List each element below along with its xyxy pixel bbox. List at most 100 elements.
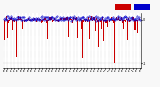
Bar xyxy=(52,20,53,22)
Bar xyxy=(69,18,70,20)
Bar xyxy=(96,18,97,20)
Bar xyxy=(43,19,44,20)
Bar xyxy=(20,17,21,20)
Bar xyxy=(76,17,77,20)
Bar xyxy=(100,20,101,22)
Bar xyxy=(129,20,130,22)
Bar xyxy=(21,19,22,20)
Bar xyxy=(103,20,104,23)
Bar xyxy=(77,20,78,38)
Bar xyxy=(17,19,18,20)
Bar xyxy=(10,18,11,20)
Bar xyxy=(124,20,125,21)
Bar xyxy=(65,17,66,20)
Bar xyxy=(4,20,5,40)
Bar xyxy=(72,20,73,23)
Bar xyxy=(114,20,115,63)
Bar xyxy=(106,20,107,23)
Bar xyxy=(88,17,89,20)
Bar xyxy=(127,19,128,20)
Bar xyxy=(120,20,121,21)
Bar xyxy=(119,20,120,21)
Bar xyxy=(24,20,25,22)
Bar xyxy=(75,18,76,20)
Bar xyxy=(12,20,13,30)
Bar xyxy=(91,16,92,20)
Bar xyxy=(105,20,106,23)
Bar xyxy=(28,18,29,20)
Bar xyxy=(137,20,138,33)
Bar xyxy=(47,20,48,39)
Bar xyxy=(54,18,55,20)
Bar xyxy=(33,20,34,21)
Bar xyxy=(45,18,46,20)
Bar xyxy=(7,20,8,38)
Bar xyxy=(80,19,81,20)
Bar xyxy=(92,20,93,22)
Bar xyxy=(123,20,124,29)
Bar xyxy=(81,20,82,29)
Bar xyxy=(85,20,86,22)
Bar xyxy=(48,20,49,21)
Bar xyxy=(83,20,84,22)
Bar xyxy=(14,17,15,20)
Bar xyxy=(16,20,17,23)
Bar xyxy=(117,19,118,20)
Bar xyxy=(134,20,135,30)
Bar xyxy=(57,20,58,21)
Bar xyxy=(32,19,33,20)
Bar xyxy=(99,19,100,20)
Bar xyxy=(66,17,67,20)
Bar xyxy=(82,20,83,58)
Bar xyxy=(42,20,43,22)
Bar xyxy=(37,18,38,20)
Bar xyxy=(13,20,14,21)
Bar xyxy=(133,17,134,20)
Bar xyxy=(116,17,117,20)
Bar xyxy=(41,20,42,23)
Bar xyxy=(29,20,30,21)
Bar xyxy=(110,19,111,20)
Bar xyxy=(8,20,9,23)
Bar xyxy=(73,17,74,20)
Bar xyxy=(44,18,45,20)
Bar xyxy=(64,18,65,20)
Bar xyxy=(56,20,57,21)
Bar xyxy=(136,20,137,21)
Bar xyxy=(49,17,50,20)
Bar xyxy=(30,20,31,21)
Bar xyxy=(98,20,99,47)
Bar xyxy=(118,17,119,20)
Bar xyxy=(132,17,133,20)
Bar xyxy=(50,17,51,20)
Bar xyxy=(112,20,113,21)
Bar xyxy=(63,18,64,20)
Bar xyxy=(34,18,35,20)
Bar xyxy=(97,20,98,22)
Bar xyxy=(95,20,96,31)
Bar xyxy=(113,20,114,23)
Bar xyxy=(90,19,91,20)
Bar xyxy=(84,19,85,20)
Bar xyxy=(68,20,69,37)
Bar xyxy=(135,20,136,30)
Bar xyxy=(111,17,112,20)
Bar xyxy=(86,19,87,20)
Bar xyxy=(9,20,10,21)
Bar xyxy=(104,20,105,21)
Bar xyxy=(61,18,62,20)
Bar xyxy=(94,17,95,20)
Bar xyxy=(139,19,140,20)
Bar xyxy=(87,20,88,22)
Bar xyxy=(22,20,23,29)
Bar xyxy=(39,19,40,20)
Bar xyxy=(101,20,102,29)
Bar xyxy=(122,20,123,23)
Bar xyxy=(130,20,131,21)
Bar xyxy=(125,20,126,22)
Bar xyxy=(19,19,20,20)
Bar xyxy=(25,20,26,21)
Bar xyxy=(67,17,68,20)
Bar xyxy=(36,20,37,22)
Bar xyxy=(6,16,7,20)
